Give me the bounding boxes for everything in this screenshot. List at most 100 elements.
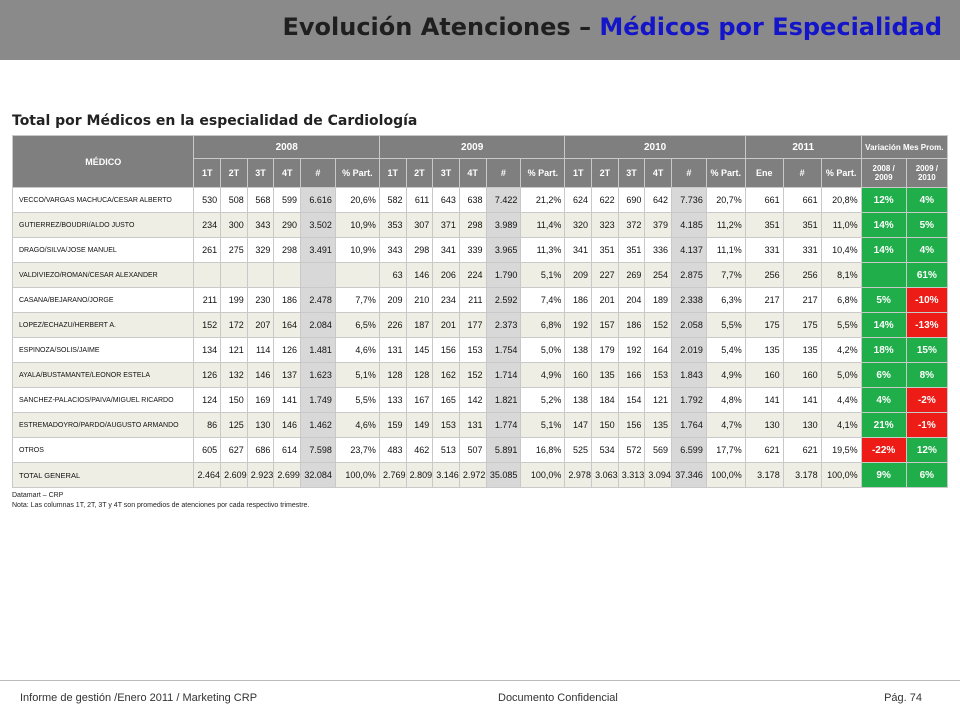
col-header: Ene [744,158,784,188]
footer-center: Documento Confidencial [498,692,618,704]
table-cell: 331 [744,237,784,263]
table-cell: 4,6% [334,412,380,438]
table-cell: 2.084 [300,312,336,338]
variation-cell: 15% [905,337,949,363]
table-cell: 627 [220,437,248,463]
row-name: LOPEZ/ECHAZU/HERBERT A. [11,312,195,338]
variation-cell: 4% [905,237,949,263]
table-cell: 165 [432,387,460,413]
table-cell: 611 [405,187,434,213]
col-header: 2008 / 2009 [860,158,907,188]
table-cell: 534 [591,437,619,463]
table-cell: 462 [405,437,434,463]
table-cell: 508 [220,187,248,213]
table-cell: 372 [617,212,646,238]
table-cell: 217 [744,287,784,313]
table-cell: 599 [273,187,302,213]
table-cell: 621 [744,437,784,463]
row-name: VALDIVIEZO/ROMAN/CESAR ALEXANDER [11,262,195,288]
table-cell: 130 [246,412,275,438]
table-cell: 8,1% [820,262,862,288]
variation-cell [860,262,907,288]
col-header: % Part. [820,158,862,188]
table-cell: 1.843 [670,362,707,388]
table-cell: 186 [617,312,646,338]
table-cell: 298 [405,237,434,263]
table-row: ESTREMADOYRO/PARDO/AUGUSTO ARMANDO 86 125 1… [11,412,949,438]
table-cell: 160 [564,362,593,388]
table-cell: 642 [644,187,672,213]
table-cell: 125 [220,412,248,438]
table-cell: 254 [644,262,672,288]
table-cell: 3.178 [782,462,822,488]
table-cell: 142 [458,387,487,413]
table-cell: 23,7% [334,437,380,463]
table-cell: 5,2% [520,387,566,413]
variation-cell: -22% [860,437,907,463]
table-cell: 2.978 [564,462,593,488]
table-cell: 164 [273,312,302,338]
table-row: ESPINOZA/SOLIS/JAIME 134 121 114 126 1.481 4,6… [11,337,949,363]
variation-cell: 14% [860,237,907,263]
table-cell: 320 [564,212,593,238]
table-cell: 100,0% [520,462,566,488]
table-cell: 6,8% [520,312,566,338]
source-note: Datamart – CRP [12,492,64,499]
table-cell: 138 [564,337,593,363]
table-cell: 2.478 [300,287,336,313]
table-row: OTROS 605 627 686 614 7.598 23,7% 483 462 513 507 5… [11,437,949,463]
variation-cell: -1% [905,412,949,438]
table-cell: 525 [564,437,593,463]
table-cell: 152 [193,312,222,338]
table-cell: 605 [193,437,222,463]
table-cell: 351 [591,237,619,263]
table-cell: 124 [193,387,222,413]
table-cell: 6,5% [334,312,380,338]
row-name: CASANA/BEJARANO/JORGE [11,287,195,313]
table-row: VECCO/VARGAS MACHUCA/CESAR ALBERTO 530 508… [11,187,949,213]
table-cell [300,262,336,288]
table-cell: 204 [617,287,646,313]
table-cell: 1.792 [670,387,707,413]
table-cell: 7.422 [485,187,522,213]
variation-cell: 5% [905,212,949,238]
table-cell: 153 [432,412,460,438]
table-row: VALDIVIEZO/ROMAN/CESAR ALEXANDER 63 146 206… [11,262,949,288]
table-cell: 661 [782,187,822,213]
table-cell: 234 [432,287,460,313]
table-cell: 20,6% [334,187,380,213]
table-cell: 300 [220,212,248,238]
table-cell: 146 [273,412,302,438]
table-cell: 2.592 [485,287,522,313]
variation-cell: 12% [860,187,907,213]
table-cell: 153 [458,337,487,363]
variation-cell: 8% [905,362,949,388]
table-cell: 3.989 [485,212,522,238]
table-cell: 154 [617,387,646,413]
table-cell: 5,0% [520,337,566,363]
variation-cell: 12% [905,437,949,463]
col-header: 4T [644,158,672,188]
table-cell: 686 [246,437,275,463]
col-header: 1T [378,158,407,188]
table-cell: 133 [378,387,407,413]
table-cell: 261 [193,237,222,263]
title-part-1: Evolución Atenciones – [282,13,600,41]
table-cell: 5,5% [705,312,746,338]
col-header: 2T [591,158,619,188]
table-cell: 621 [782,437,822,463]
table-cell: 179 [591,337,619,363]
table-cell: 5,4% [705,337,746,363]
table-cell: 5,5% [820,312,862,338]
table-cell: 2.019 [670,337,707,363]
col-header: % Part. [334,158,380,188]
table-cell: 351 [782,212,822,238]
table-cell: 1.749 [300,387,336,413]
table-cell: 184 [591,387,619,413]
table-cell: 100,0% [820,462,862,488]
table-cell: 3.178 [744,462,784,488]
table-cell: 343 [246,212,275,238]
table-cell: 2.875 [670,262,707,288]
table-cell: 16,8% [520,437,566,463]
table-cell: 4,9% [705,362,746,388]
